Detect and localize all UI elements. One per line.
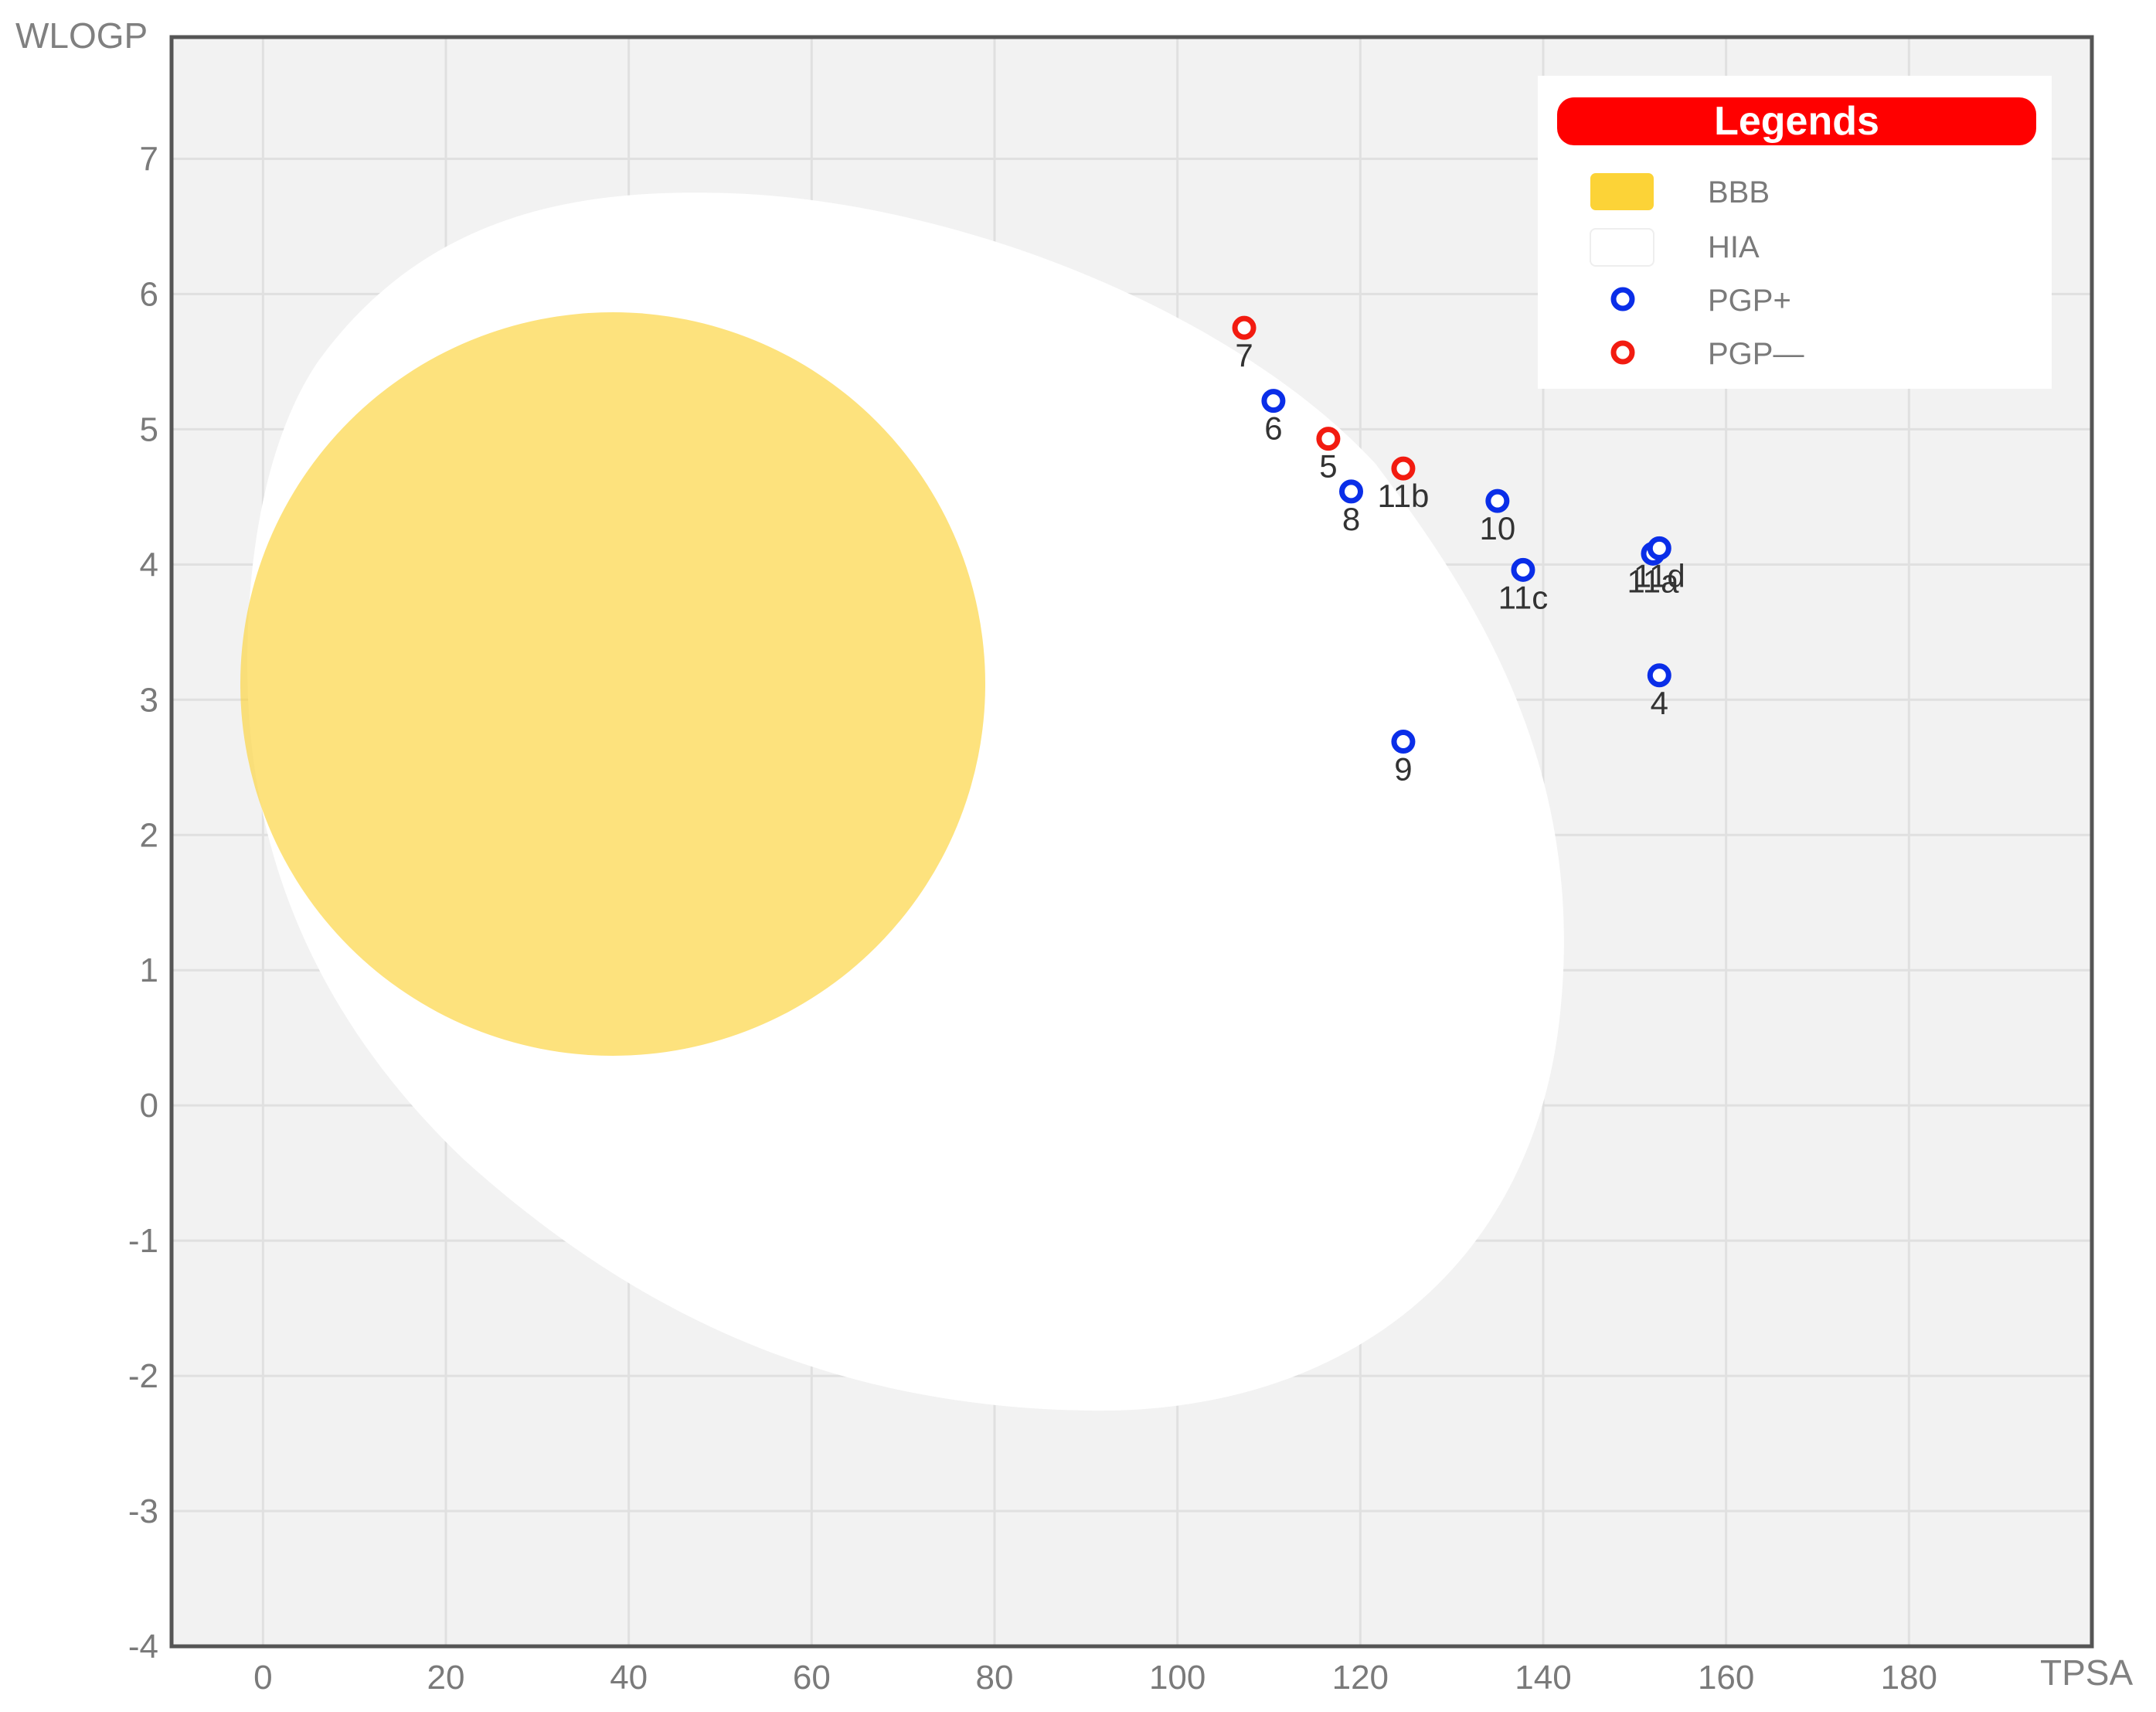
x-tick-label-1: 20 (427, 1659, 465, 1697)
y-tick-label-10: 6 (140, 275, 158, 313)
y-tick-label-9: 5 (140, 410, 158, 448)
point-11c (1511, 557, 1535, 582)
legend-label-hia: HIA (1708, 230, 1760, 264)
regions (240, 192, 1564, 1411)
y-tick-label-8: 4 (140, 546, 158, 584)
x-tick-label-5: 100 (1149, 1659, 1206, 1697)
legend-swatch-hia (1590, 228, 1654, 267)
x-tick-label-4: 80 (976, 1659, 1014, 1697)
y-tick-label-7: 3 (140, 681, 158, 719)
y-axis-title: WLOGP (15, 15, 148, 56)
y-tick-label-5: 1 (140, 951, 158, 989)
legend: Legends BBB HIA PGP+ PGP— (1538, 76, 2052, 389)
point-label-11c: 11c (1498, 579, 1549, 615)
legend-title-bar (1557, 97, 2036, 145)
x-tick-label-2: 40 (610, 1659, 648, 1697)
point-label-11a: 11a (1627, 563, 1680, 599)
point-label-6: 6 (1264, 410, 1282, 447)
legend-label-bbb: BBB (1708, 175, 1770, 209)
legend-marker-pgp-minus (1610, 340, 1635, 365)
legend-marker-pgp-plus (1610, 287, 1635, 311)
y-tick-label-2: -2 (128, 1357, 158, 1395)
point-8 (1339, 479, 1363, 504)
y-axis-ticks: -4 -3 -2 -1 0 1 2 3 4 5 6 7 (128, 140, 158, 1666)
point-4 (1647, 663, 1671, 688)
x-tick-label-3: 60 (793, 1659, 831, 1697)
point-label-11d: 11d (1634, 557, 1685, 594)
point-10 (1485, 488, 1510, 513)
x-axis-ticks: 0 20 40 60 80 100 120 140 160 180 (253, 1659, 1937, 1697)
point-9 (1391, 730, 1416, 754)
x-axis-title: TPSA (2040, 1652, 2133, 1693)
point-11b (1391, 456, 1416, 481)
y-tick-label-3: -1 (128, 1222, 158, 1260)
legend-title: Legends (1714, 99, 1879, 144)
y-tick-label-0: -4 (128, 1628, 158, 1666)
point-label-5: 5 (1319, 448, 1337, 485)
point-5 (1316, 427, 1341, 451)
point-6 (1261, 389, 1286, 414)
x-tick-label-0: 0 (253, 1659, 272, 1697)
y-tick-label-4: 0 (140, 1087, 158, 1125)
point-label-7: 7 (1235, 337, 1253, 373)
bbb-region (240, 312, 985, 1056)
point-label-9: 9 (1394, 751, 1412, 788)
point-11d (1647, 536, 1671, 560)
point-label-8: 8 (1342, 501, 1360, 537)
x-tick-label-7: 140 (1515, 1659, 1571, 1697)
point-7 (1232, 315, 1257, 340)
y-tick-label-1: -3 (128, 1492, 158, 1530)
legend-label-pgp-plus: PGP+ (1708, 284, 1791, 318)
legend-swatch-bbb (1590, 173, 1654, 210)
x-tick-label-6: 120 (1332, 1659, 1389, 1697)
legend-label-pgp-minus: PGP— (1708, 337, 1804, 371)
point-label-4: 4 (1651, 685, 1668, 721)
point-label-11b: 11b (1377, 478, 1429, 514)
y-tick-label-11: 7 (140, 140, 158, 178)
x-tick-label-9: 180 (1881, 1659, 1937, 1697)
y-tick-label-6: 2 (140, 816, 158, 854)
x-tick-label-8: 160 (1698, 1659, 1754, 1697)
plot-frame (169, 35, 2094, 1649)
point-label-10: 10 (1479, 510, 1515, 546)
